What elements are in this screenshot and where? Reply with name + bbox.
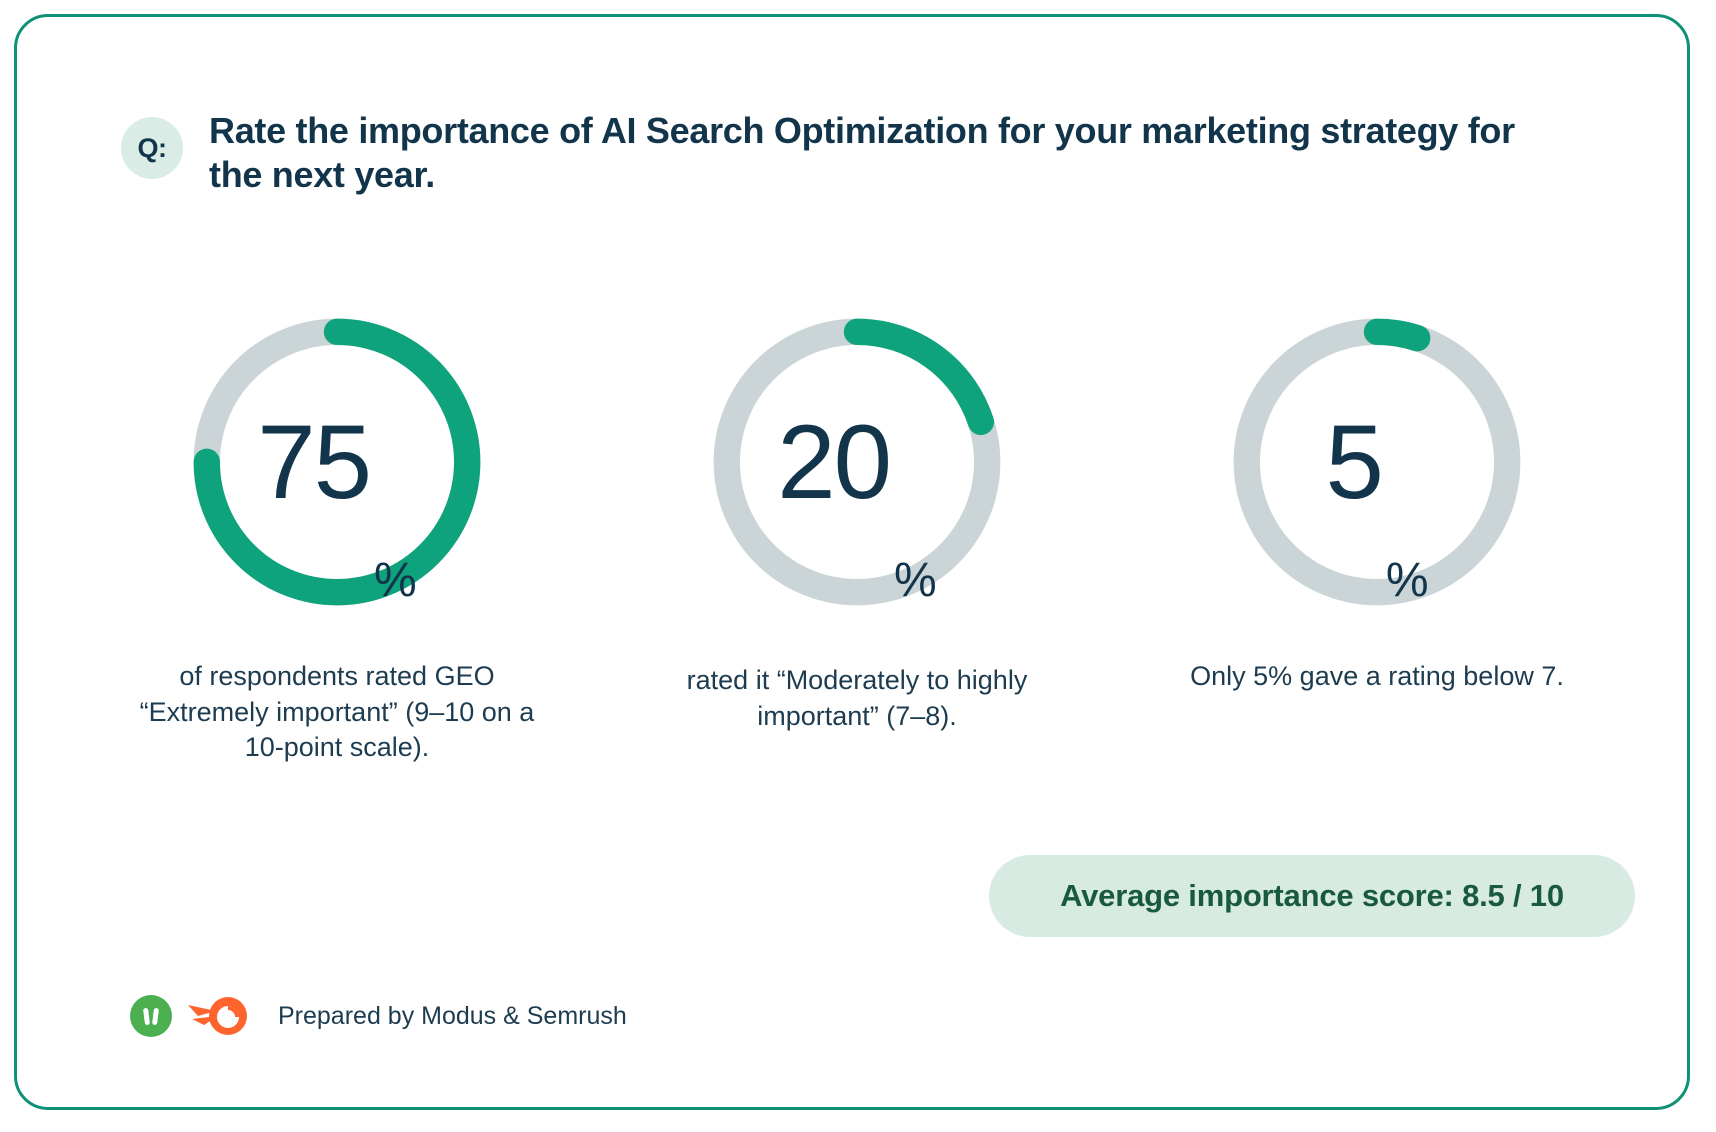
donut-chart-5: 5 % [1222, 307, 1532, 617]
donut-value-3: 5 % [1222, 307, 1532, 617]
donut-percent-symbol-2: % [894, 554, 937, 607]
donut-caption-3: Only 5% gave a rating below 7. [1190, 661, 1564, 691]
donut-cell-2: 20 % rated it “Moderately to highly impo… [597, 307, 1117, 734]
modus-logo-icon [130, 995, 172, 1037]
donut-cell-3: 5 % Only 5% gave a rating below 7. [1117, 307, 1637, 695]
question-badge-label: Q: [137, 132, 168, 163]
infographic-card: Q: Rate the importance of AI Search Opti… [14, 14, 1690, 1110]
average-score-label: Average importance score: 8.5 / 10 [1060, 878, 1564, 913]
footer-text: Prepared by Modus & Semrush [278, 1001, 627, 1030]
donut-value-1: 75 % [182, 307, 492, 617]
question-badge: Q: [121, 117, 183, 179]
page-title: Rate the importance of AI Search Optimiz… [209, 110, 1515, 195]
donut-number-1: 75 [257, 403, 372, 521]
donut-chart-75: 75 % [182, 307, 492, 617]
donut-chart-20: 20 % [702, 307, 1012, 617]
donut-number-3: 5 [1325, 403, 1383, 521]
donut-percent-symbol-3: % [1385, 554, 1429, 607]
question-header: Q: Rate the importance of AI Search Opti… [121, 109, 1597, 197]
donut-value-2: 20 % [702, 307, 1012, 617]
donut-chart-row: 75 % of respondents rated GEO “Extremely… [77, 307, 1637, 766]
donut-caption-2: rated it “Moderately to highly important… [686, 665, 1028, 731]
donut-percent-symbol-1: % [374, 554, 417, 607]
donut-caption-1: of respondents rated GEO “Extremely impo… [139, 661, 535, 763]
footer: Prepared by Modus & Semrush [130, 995, 627, 1037]
donut-cell-1: 75 % of respondents rated GEO “Extremely… [77, 307, 597, 766]
semrush-logo-icon [186, 995, 252, 1037]
donut-number-2: 20 [777, 403, 892, 521]
average-score-badge: Average importance score: 8.5 / 10 [989, 855, 1635, 937]
